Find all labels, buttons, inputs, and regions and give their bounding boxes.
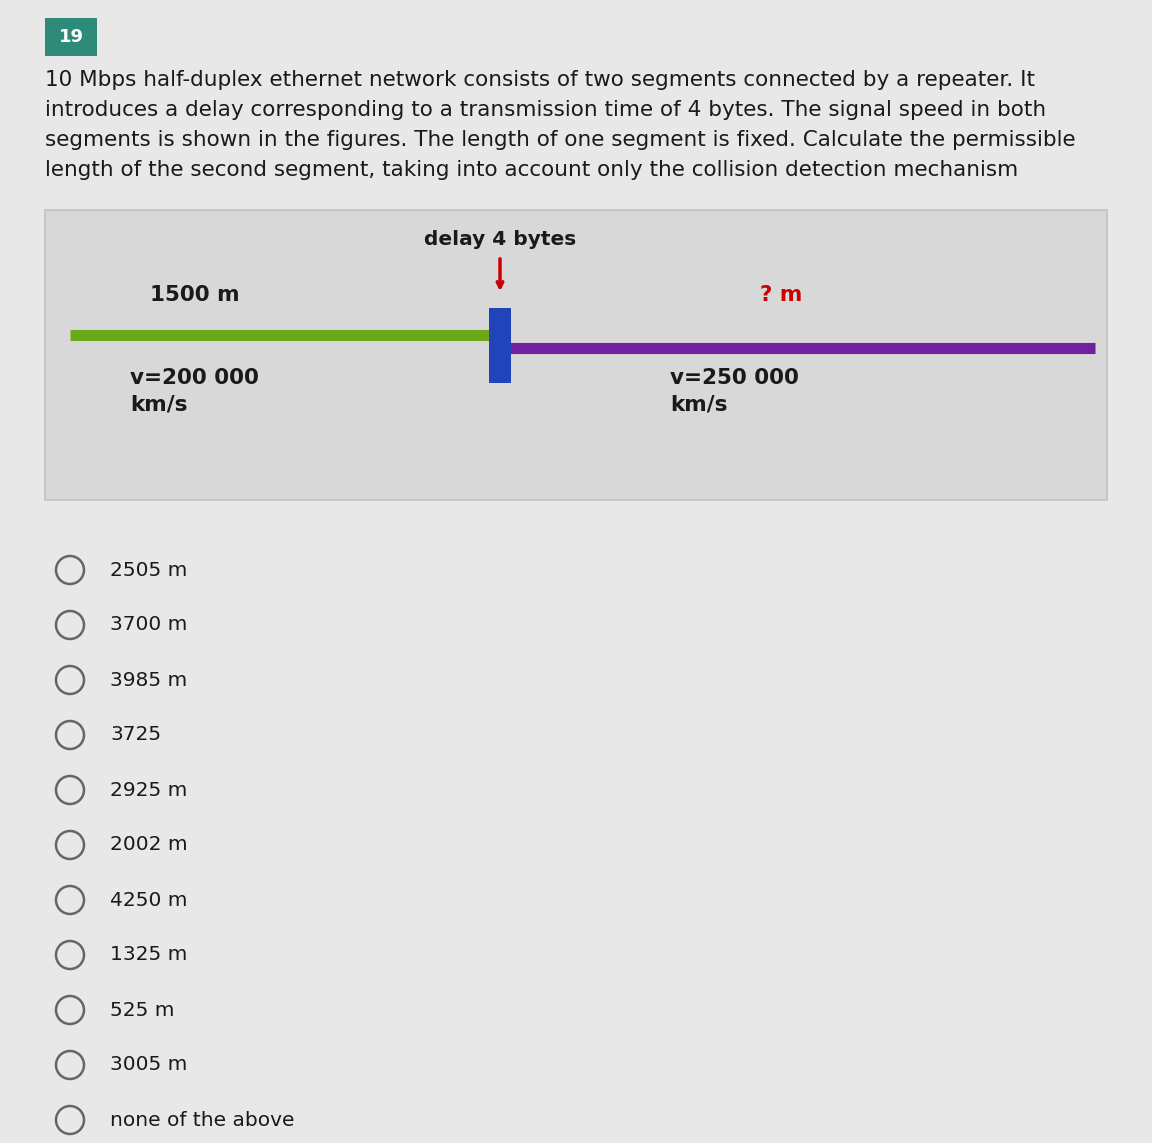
Text: delay 4 bytes: delay 4 bytes bbox=[424, 230, 576, 249]
Text: length of the second segment, taking into account only the collision detection m: length of the second segment, taking int… bbox=[45, 160, 1018, 179]
Text: 3725: 3725 bbox=[109, 726, 161, 744]
Text: v=250 000: v=250 000 bbox=[670, 368, 798, 387]
Text: km/s: km/s bbox=[670, 395, 728, 415]
Bar bbox=[45, 18, 97, 56]
Bar bbox=[45, 210, 1107, 499]
Text: 19: 19 bbox=[59, 27, 83, 46]
Text: 1325 m: 1325 m bbox=[109, 945, 188, 965]
Text: 2002 m: 2002 m bbox=[109, 836, 188, 855]
Text: km/s: km/s bbox=[130, 395, 188, 415]
Text: 3985 m: 3985 m bbox=[109, 671, 188, 689]
Text: 10 Mbps half-duplex ethernet network consists of two segments connected by a rep: 10 Mbps half-duplex ethernet network con… bbox=[45, 70, 1034, 90]
Text: none of the above: none of the above bbox=[109, 1111, 295, 1129]
Text: 525 m: 525 m bbox=[109, 1000, 174, 1020]
Text: 4250 m: 4250 m bbox=[109, 890, 188, 910]
Text: 2925 m: 2925 m bbox=[109, 781, 188, 799]
Text: 1500 m: 1500 m bbox=[150, 285, 240, 305]
Text: ? m: ? m bbox=[760, 285, 803, 305]
Text: 3005 m: 3005 m bbox=[109, 1055, 188, 1074]
Text: 2505 m: 2505 m bbox=[109, 560, 188, 580]
Text: segments is shown in the figures. The length of one segment is fixed. Calculate : segments is shown in the figures. The le… bbox=[45, 130, 1076, 150]
Text: 3700 m: 3700 m bbox=[109, 615, 188, 634]
Text: introduces a delay corresponding to a transmission time of 4 bytes. The signal s: introduces a delay corresponding to a tr… bbox=[45, 99, 1046, 120]
Bar bbox=[488, 307, 511, 383]
Text: v=200 000: v=200 000 bbox=[130, 368, 259, 387]
